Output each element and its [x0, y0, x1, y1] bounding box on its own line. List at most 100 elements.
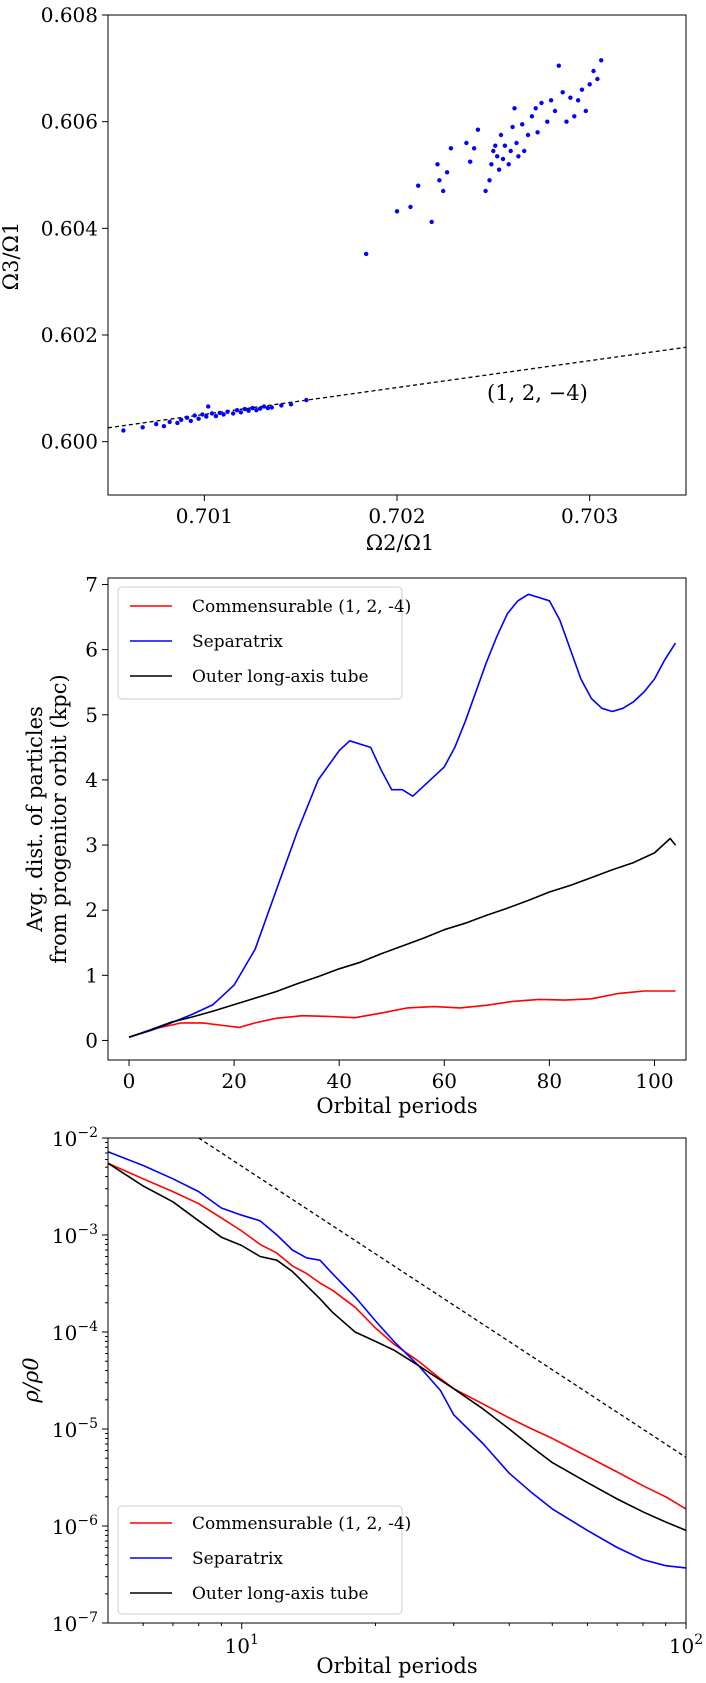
scatter-point — [121, 428, 126, 433]
scatter-point — [213, 413, 219, 419]
legend-label-separatrix: Separatrix — [192, 632, 283, 652]
x-tick-label: 0.701 — [176, 504, 233, 528]
plot-frame — [107, 14, 687, 496]
scatter-point — [464, 140, 469, 146]
scatter-point — [489, 162, 494, 167]
scatter-point — [206, 404, 211, 409]
y-tick-label: 10−4 — [52, 1319, 98, 1345]
scatter-point — [575, 98, 581, 103]
scatter-point — [269, 405, 274, 410]
density-decay-panel: 101 102 10−7 10−6 10−5 10−4 10−3 10−2 Commensur… — [19, 1125, 703, 1678]
scatter-point — [435, 162, 440, 167]
scatter-point — [512, 106, 517, 111]
scatter-point — [522, 148, 527, 154]
y-tick-label: 0.602 — [41, 323, 98, 347]
scatter-point — [140, 425, 145, 430]
scatter-point — [444, 170, 450, 175]
scatter-point — [364, 251, 369, 257]
series-line-outer-long-axis-tube — [128, 837, 677, 1038]
scatter-point — [556, 63, 561, 68]
scatter-point — [231, 411, 236, 416]
scatter-point — [529, 114, 535, 119]
scatter-point — [506, 162, 511, 167]
x-axis-label: Orbital periods — [316, 1654, 477, 1678]
y-tick-label: 10−2 — [52, 1125, 98, 1151]
x-tick-label: 101 — [225, 1632, 259, 1658]
y-axis-label: Ω3/Ω1 — [0, 222, 23, 291]
scatter-point — [265, 405, 271, 411]
scatter-point — [441, 188, 446, 194]
scatter-point — [161, 424, 167, 429]
scatter-point — [487, 178, 492, 183]
scatter-point — [483, 188, 488, 194]
y-tick-label: 0.604 — [41, 216, 98, 240]
scatter-point — [250, 405, 255, 411]
scatter-point — [491, 148, 496, 154]
scatter-point — [502, 143, 508, 148]
scatter-point — [475, 127, 481, 132]
y-tick-label: 10−7 — [52, 1610, 98, 1636]
avg-distance-panel: 0 20 40 60 80 100 0 1 2 3 4 5 6 7 Commensurable (1, 2… — [23, 573, 687, 1118]
scatter-point — [516, 154, 521, 159]
scatter-point — [520, 122, 525, 127]
scatter-point — [225, 409, 230, 414]
plot-frame — [107, 1137, 687, 1624]
scatter-point — [495, 154, 500, 159]
y-axis-label: ρ/ρ0 — [19, 1357, 43, 1403]
reference-slope-line — [198, 1137, 687, 1458]
x-tick-label: 40 — [326, 1069, 351, 1093]
x-axis-label: Ω2/Ω1 — [366, 531, 435, 555]
x-tick-label: 0.703 — [561, 504, 618, 528]
reference-line-label: (1, 2, −4) — [487, 381, 588, 405]
scatter-point — [279, 403, 284, 408]
scatter-point — [175, 420, 180, 426]
scatter-point — [508, 148, 513, 154]
x-tick-label: 102 — [669, 1632, 703, 1658]
x-tick-label: 80 — [537, 1069, 562, 1093]
scatter-point — [595, 76, 600, 82]
y-tick-label: 0.608 — [41, 3, 98, 27]
scatter-point — [416, 183, 421, 188]
y-tick-label: 10−6 — [52, 1513, 98, 1539]
x-tick-label: 0 — [123, 1069, 136, 1093]
y-tick-label: 6 — [85, 638, 98, 662]
scatter-point — [471, 146, 477, 151]
legend-label-outer-tube: Outer long-axis tube — [192, 1584, 369, 1604]
x-tick-label: 60 — [432, 1069, 457, 1093]
scatter-point — [217, 410, 222, 416]
scatter-point — [535, 130, 540, 135]
legend-label-outer-tube: Outer long-axis tube — [192, 667, 369, 687]
scatter-point — [496, 167, 502, 172]
scatter-point — [154, 421, 159, 427]
scatter-point — [493, 143, 498, 148]
legend: Commensurable (1, 2, -4) Separatrix Oute… — [117, 586, 411, 700]
y-tick-label: 10−3 — [52, 1222, 98, 1248]
scatter-point — [500, 156, 506, 162]
y-axis-label-line-1: Avg. dist. of particles — [23, 706, 47, 933]
y-tick-label: 0.606 — [41, 110, 98, 134]
scatter-point — [533, 106, 538, 111]
scatter-point — [545, 119, 550, 124]
y-tick-label: 0.600 — [41, 430, 98, 454]
x-axis-label: Orbital periods — [316, 1094, 477, 1118]
scatter-point — [209, 411, 215, 416]
scatter-point — [408, 204, 413, 210]
scatter-point — [514, 140, 519, 146]
x-tick-label: 0.702 — [368, 504, 425, 528]
scatter-point — [288, 402, 294, 407]
y-axis-label-line-2: from progenitor orbit (kpc) — [47, 674, 71, 963]
y-tick-label: 5 — [85, 703, 98, 727]
scatter-point — [429, 219, 434, 225]
series-line-separatrix — [128, 593, 677, 1038]
scatter-point — [394, 209, 400, 214]
scatter-point — [572, 114, 577, 119]
scatter-point — [587, 82, 592, 87]
scatter-point — [568, 95, 573, 100]
plot-frame — [107, 577, 687, 1061]
scatter-point — [448, 146, 454, 151]
series-line-commensurable-1-2-4 — [128, 990, 676, 1038]
scatter-point — [221, 412, 226, 417]
scatter-point — [204, 414, 209, 419]
scatter-point — [599, 58, 604, 63]
